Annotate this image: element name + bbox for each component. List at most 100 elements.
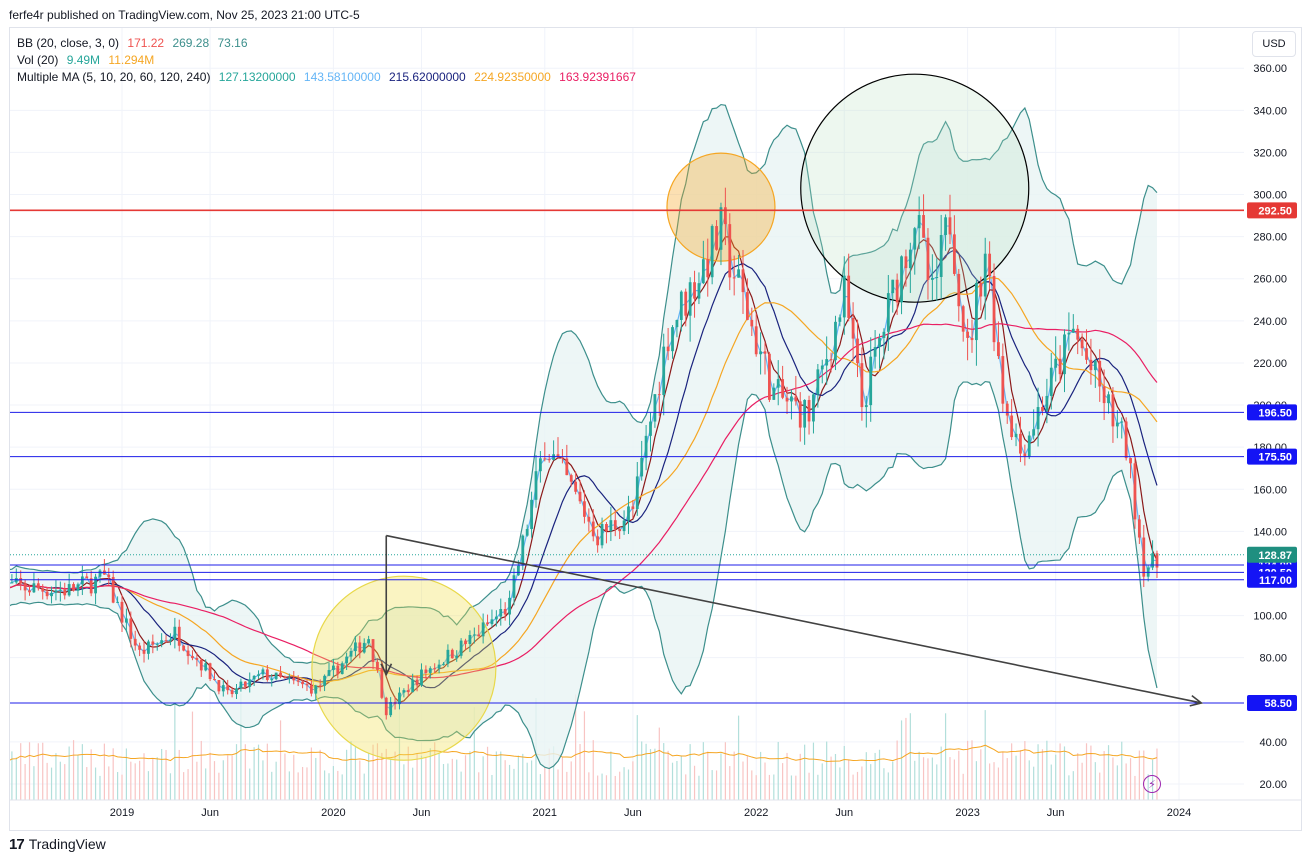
x-tick-label: Jun	[835, 807, 853, 819]
volume-bar	[685, 774, 687, 800]
y-tick-label: 160.00	[1253, 484, 1287, 496]
candle-body	[129, 618, 133, 639]
volume-ma-line	[10, 744, 1158, 762]
volume-bar	[90, 749, 92, 800]
volume-bar	[359, 760, 361, 800]
volume-bar	[588, 772, 590, 800]
volume-bar	[288, 771, 290, 800]
volume-bar	[530, 760, 533, 800]
volume-bar	[922, 757, 925, 800]
candle-body	[1124, 421, 1128, 459]
candle-body	[671, 327, 674, 352]
volume-bar	[905, 717, 907, 800]
candle-body	[301, 681, 304, 685]
legend-vol[interactable]: Vol (20) 9.49M 11.294M	[17, 52, 641, 69]
candle-body	[750, 319, 754, 327]
candle-body	[125, 618, 128, 623]
volume-bar	[103, 743, 105, 800]
volume-bar	[949, 757, 951, 800]
volume-bar	[165, 749, 167, 800]
volume-bar	[134, 763, 136, 800]
volume-bar	[641, 741, 643, 800]
candle-body	[486, 622, 489, 625]
candle-body	[173, 626, 177, 640]
volume-bar	[205, 768, 207, 800]
volume-bar	[870, 764, 872, 800]
volume-bar	[139, 760, 141, 800]
candle-body	[754, 326, 758, 355]
y-tick-label: 300.00	[1253, 190, 1287, 202]
volume-bar	[306, 767, 308, 800]
volume-bar	[733, 751, 735, 800]
volume-bar	[1019, 750, 1022, 800]
candle-body	[983, 253, 987, 297]
volume-bar	[495, 751, 497, 800]
volume-bar	[363, 773, 365, 800]
volume-bar	[887, 772, 889, 800]
volume-bar	[878, 749, 881, 800]
highlight-circle	[800, 73, 1030, 303]
volume-bar	[861, 766, 863, 800]
volume-bar	[7, 767, 8, 800]
y-tick-label: 320.00	[1253, 147, 1287, 159]
volume-bar	[914, 760, 916, 800]
flash-icon[interactable]: ⚡	[1143, 775, 1161, 793]
volume-bar	[178, 749, 180, 800]
volume-bar	[1125, 763, 1127, 800]
volume-bar	[209, 752, 211, 800]
volume-bar	[244, 744, 246, 800]
volume-bar	[438, 753, 440, 800]
volume-bar	[1033, 766, 1035, 800]
legend-ma[interactable]: Multiple MA (5, 10, 20, 60, 120, 240) 12…	[17, 69, 641, 86]
y-tick-label: 220.00	[1253, 358, 1287, 370]
volume-bar	[711, 770, 713, 800]
currency-button[interactable]: USD	[1252, 31, 1296, 57]
candle-body	[503, 608, 507, 615]
level-tag: 117.00	[1259, 575, 1292, 587]
candle-body	[583, 501, 586, 517]
volume-bar	[231, 755, 233, 800]
volume-bar	[20, 743, 22, 800]
volume-bar	[980, 749, 982, 800]
volume-bar	[81, 744, 83, 800]
candle-body	[107, 574, 111, 578]
volume-bar	[473, 707, 475, 800]
legend-ma-v4: 224.92350000	[474, 70, 551, 84]
candle-body	[1089, 359, 1093, 371]
volume-bar	[508, 764, 511, 800]
volume-bar	[720, 753, 722, 800]
volume-bar	[539, 774, 541, 800]
volume-bar	[99, 775, 101, 800]
volume-bar	[416, 753, 418, 800]
candle-body	[763, 351, 767, 354]
volume-bar	[266, 743, 268, 800]
volume-bar	[112, 748, 114, 800]
x-tick-label: 2021	[533, 807, 557, 819]
candle-body	[261, 669, 265, 675]
legend-bb[interactable]: BB (20, close, 3, 0) 171.22 269.28 73.16	[17, 35, 641, 52]
volume-bar	[275, 761, 277, 800]
candle-body	[512, 575, 516, 598]
candle-body	[459, 640, 463, 656]
candle-body	[1027, 435, 1031, 458]
candle-body	[1102, 386, 1106, 404]
volume-bar	[491, 774, 493, 800]
level-tag-bg	[1247, 694, 1297, 711]
volume-bar	[1121, 741, 1123, 800]
volume-bar	[482, 756, 484, 800]
volume-bar	[147, 771, 150, 800]
candle-body	[715, 226, 718, 250]
candle-body	[886, 293, 890, 332]
candle-body	[781, 379, 785, 398]
volume-bar	[125, 748, 128, 800]
candle-body	[657, 394, 661, 396]
volume-bar	[592, 740, 594, 800]
candle-body	[19, 578, 23, 584]
candle-body	[327, 670, 331, 676]
volume-bar	[804, 744, 806, 800]
candle-body	[926, 237, 930, 280]
level-tag: 58.50	[1264, 698, 1292, 710]
volume-bar	[645, 743, 647, 800]
candle-body	[1093, 360, 1097, 371]
